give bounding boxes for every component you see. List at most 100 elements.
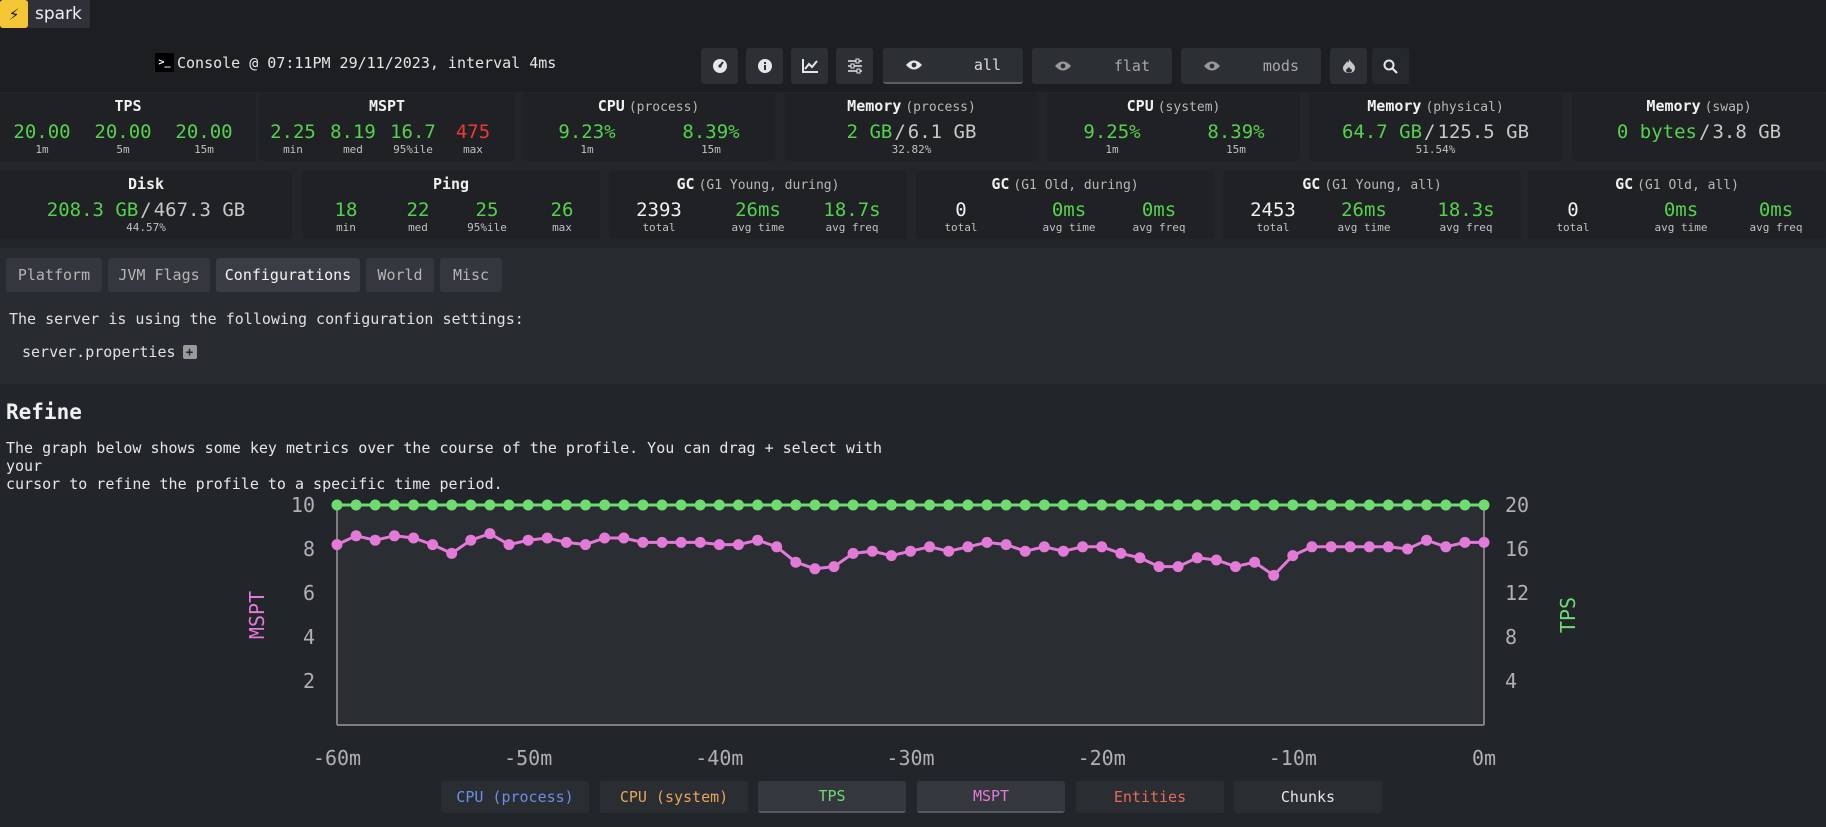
view-mods-button[interactable]: mods: [1181, 48, 1321, 84]
data-point-mspt: [1038, 541, 1050, 553]
data-point-mspt: [1268, 569, 1280, 581]
data-point-tps: [675, 499, 687, 511]
gc-old-all-total-value: 0: [1567, 199, 1579, 221]
gc-old-during-total-caption: total: [944, 221, 978, 234]
tab-platform[interactable]: Platform: [6, 258, 102, 292]
data-point-tps: [1344, 499, 1356, 511]
data-point-mspt: [905, 545, 916, 557]
graph-button[interactable]: [791, 48, 828, 84]
settings-button[interactable]: [836, 48, 873, 84]
config-file-item[interactable]: server.properties +: [22, 343, 197, 361]
data-point-tps: [1363, 499, 1375, 511]
data-point-tps: [828, 499, 840, 511]
info-icon: [757, 59, 772, 73]
data-point-mspt: [560, 536, 572, 548]
tps-1m-value: 20.00: [13, 121, 71, 143]
view-all-button[interactable]: all: [883, 48, 1023, 84]
app-name: spark: [35, 4, 82, 24]
gc-young-all-time-caption: avg time: [1337, 221, 1391, 234]
app-logo[interactable]: ⚡ spark: [0, 0, 90, 28]
legend-toggle-entities[interactable]: Entities: [1076, 781, 1224, 813]
data-point-tps: [809, 499, 821, 511]
data-point-tps: [522, 499, 534, 511]
data-point-mspt: [1363, 541, 1375, 553]
data-point-tps: [733, 499, 744, 511]
tab-jvm-flags[interactable]: JVM Flags: [108, 258, 210, 292]
data-point-mspt: [1210, 554, 1222, 566]
card-title: CPU (process): [597, 97, 700, 115]
tps-15m-caption: 15m: [194, 143, 214, 156]
flame-icon: [1342, 59, 1355, 73]
gc-old-all-time-value: 0ms: [1663, 199, 1699, 221]
view-flat-button[interactable]: flat: [1032, 48, 1172, 84]
data-point-mspt: [885, 550, 897, 562]
refine-description-line: The graph below shows some key metrics o…: [6, 439, 882, 475]
config-file-name: server.properties: [22, 343, 176, 361]
legend-toggle-cpu-process[interactable]: CPU (process): [441, 781, 589, 813]
data-point-mspt: [503, 539, 515, 551]
data-point-mspt: [809, 563, 821, 575]
data-point-mspt: [790, 556, 802, 568]
data-point-tps: [637, 499, 649, 511]
gc-young-during-total-value: 2393: [636, 199, 682, 221]
data-point-tps: [1306, 499, 1318, 511]
gc-young-during-time-caption: avg time: [731, 221, 785, 234]
data-point-tps: [1134, 499, 1146, 511]
ping-95-caption: 95%ile: [467, 221, 507, 234]
gc-young-during-time-value: 26ms: [735, 199, 781, 221]
data-point-mspt: [866, 545, 878, 557]
y-tick-label: 8: [303, 537, 315, 561]
gc-old-during-time-caption: avg time: [1042, 221, 1096, 234]
card-title: Ping: [432, 175, 470, 193]
view-mods-label: mods: [1262, 57, 1299, 75]
ping-max-value: 26: [550, 199, 574, 221]
info-button[interactable]: [746, 48, 783, 84]
data-point-mspt: [1306, 541, 1318, 553]
memory-physical-value: 64.7 GB/125.5 GB: [1341, 121, 1530, 143]
data-point-mspt: [1153, 561, 1165, 573]
legend-toggle-tps[interactable]: TPS: [758, 781, 906, 813]
tab-misc[interactable]: Misc: [440, 258, 502, 292]
data-point-tps: [1000, 499, 1012, 511]
data-point-mspt: [656, 536, 668, 548]
y-axis-label: MSPT: [245, 591, 269, 639]
cpu-button[interactable]: [701, 48, 738, 84]
legend-toggle-chunks[interactable]: Chunks: [1234, 781, 1382, 813]
data-point-mspt: [713, 539, 725, 551]
search-button[interactable]: [1372, 48, 1409, 84]
y2-tick-label: 16: [1505, 537, 1529, 561]
data-point-mspt: [1115, 547, 1127, 559]
gc-young-all-time-value: 26ms: [1341, 199, 1387, 221]
y2-tick-label: 12: [1505, 581, 1529, 605]
ping-card: Ping 18 min 22 med 25 95%ile 26 max: [302, 171, 600, 239]
tps-1m-caption: 1m: [35, 143, 49, 156]
data-point-mspt: [1134, 552, 1146, 564]
card-title: GC (G1 Young, during): [676, 175, 840, 193]
mspt-max-value: 475: [455, 121, 491, 143]
legend-toggle-mspt[interactable]: MSPT: [917, 781, 1065, 813]
flame-button[interactable]: [1330, 48, 1367, 84]
gauge-icon: [712, 59, 727, 73]
card-title: Disk: [127, 175, 165, 193]
data-point-mspt: [618, 532, 630, 544]
data-point-mspt: [350, 530, 362, 542]
ping-95-value: 25: [475, 199, 499, 221]
data-point-tps: [1038, 499, 1050, 511]
x-tick-label: -50m: [504, 746, 552, 770]
data-point-tps: [752, 499, 764, 511]
y-tick-label: 2: [303, 669, 315, 693]
cpu-process-card: CPU (process) 9.23% 1m 8.39% 15m: [522, 93, 775, 161]
legend-toggle-cpu-system[interactable]: CPU (system): [600, 781, 748, 813]
config-description: The server is using the following config…: [9, 310, 524, 328]
data-point-tps: [924, 499, 936, 511]
mspt-med-caption: med: [343, 143, 363, 156]
card-title: CPU (system): [1126, 97, 1221, 115]
expand-icon[interactable]: +: [182, 345, 197, 359]
data-point-mspt: [1077, 541, 1089, 553]
tab-world[interactable]: World: [366, 258, 434, 292]
data-point-tps: [1421, 499, 1433, 511]
ping-min-caption: min: [336, 221, 356, 234]
gc-young-all-total-caption: total: [1256, 221, 1290, 234]
tab-configurations[interactable]: Configurations: [216, 258, 360, 292]
